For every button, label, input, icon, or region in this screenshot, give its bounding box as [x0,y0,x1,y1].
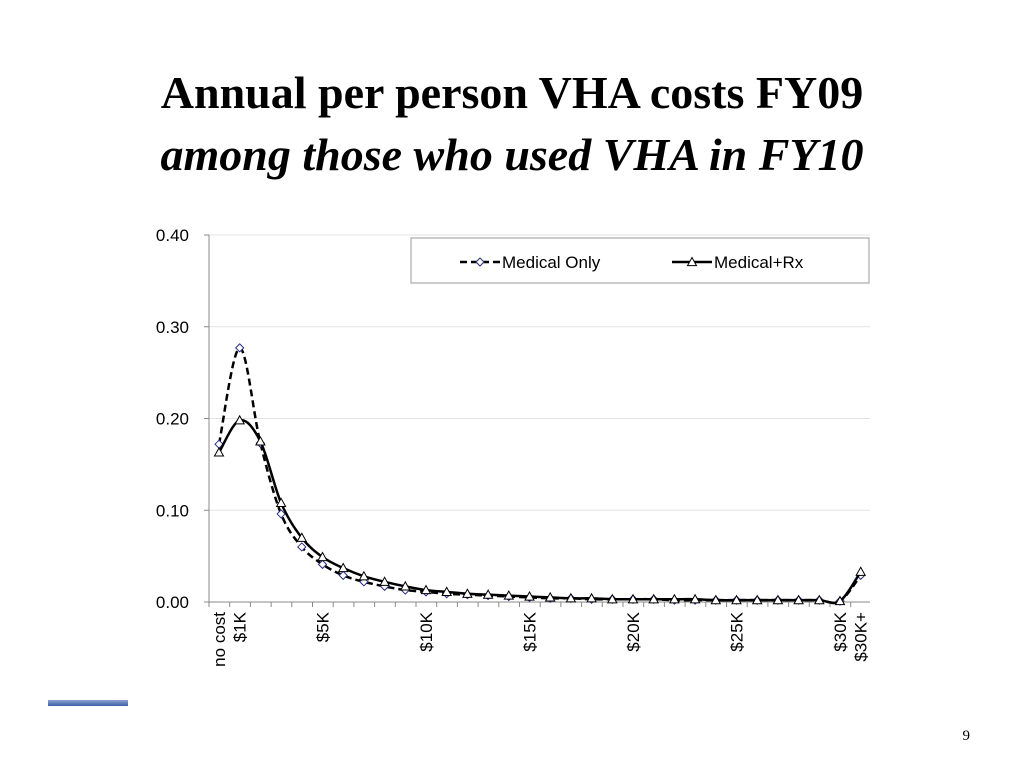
data-point-medical-rx [420,584,432,595]
data-point-medical-rx [586,592,597,603]
legend-marker-medical-rx [686,256,698,267]
data-point-medical-rx [855,566,867,576]
data-point-medical-only [234,343,245,353]
data-point-medical-only [338,570,348,581]
legend-label-medical-only: Medical Only [502,253,601,272]
data-point-medical-rx [482,589,494,599]
data-point-medical-rx [751,594,763,605]
data-point-medical-rx [793,594,804,605]
x-tick-label: $30K+ [852,612,871,662]
legend-box [410,237,870,284]
data-point-medical-rx [710,594,722,605]
data-point-medical-rx [627,593,639,604]
data-point-medical-rx [689,593,701,604]
y-tick-label: 0.00 [156,593,189,612]
data-point-medical-rx [648,593,660,604]
data-point-medical-rx [669,593,680,604]
data-point-medical-rx [379,576,390,586]
x-tick-label: $30K [831,611,850,651]
data-point-medical-only [317,559,328,570]
data-point-medical-rx [524,590,535,601]
data-point-medical-rx [606,593,618,604]
legend-label-medical-rx: Medical+Rx [714,253,804,272]
slide-title: Annual per person VHA costs FY09 among t… [0,62,1024,186]
data-point-medical-rx [317,551,328,562]
data-point-medical-rx [296,532,308,542]
data-point-medical-rx [441,586,453,597]
data-point-medical-only [276,509,286,519]
data-point-medical-rx [462,588,473,598]
data-point-medical-rx [358,570,370,581]
data-point-medical-only [297,542,307,552]
data-point-medical-rx [544,591,556,602]
data-point-medical-rx [234,414,246,425]
data-point-medical-rx [255,435,266,446]
y-tick-label: 0.10 [156,501,189,520]
x-tick-label: $25K [728,611,747,651]
x-tick-label: $5K [314,611,333,642]
data-point-medical-rx [772,594,784,605]
page-number: 9 [962,728,971,744]
data-point-medical-rx [213,446,225,457]
x-tick-label: $10K [417,611,436,651]
data-point-medical-rx [813,594,825,605]
y-tick-label: 0.40 [156,226,189,245]
series-line-medical-rx [217,418,862,605]
accent-bar [48,700,128,706]
y-tick-label: 0.20 [156,410,189,429]
title-line-2: among those who used VHA in FY10 [160,129,864,180]
x-tick-label: $1K [231,611,250,642]
data-point-medical-rx [834,595,846,606]
data-point-medical-rx [565,592,577,603]
data-point-medical-rx [275,497,287,508]
x-tick-label: $20K [624,611,643,651]
data-point-medical-rx [399,580,411,591]
legend-marker-medical-only [475,257,485,267]
data-point-medical-rx [503,590,515,600]
data-point-medical-rx [337,562,349,573]
x-tick-label: no cost [210,612,229,667]
series-line-medical-only [217,346,862,604]
x-tick-label: $15K [521,611,540,651]
y-tick-label: 0.30 [156,318,189,337]
title-line-1: Annual per person VHA costs FY09 [160,67,864,118]
data-point-medical-rx [731,594,742,605]
